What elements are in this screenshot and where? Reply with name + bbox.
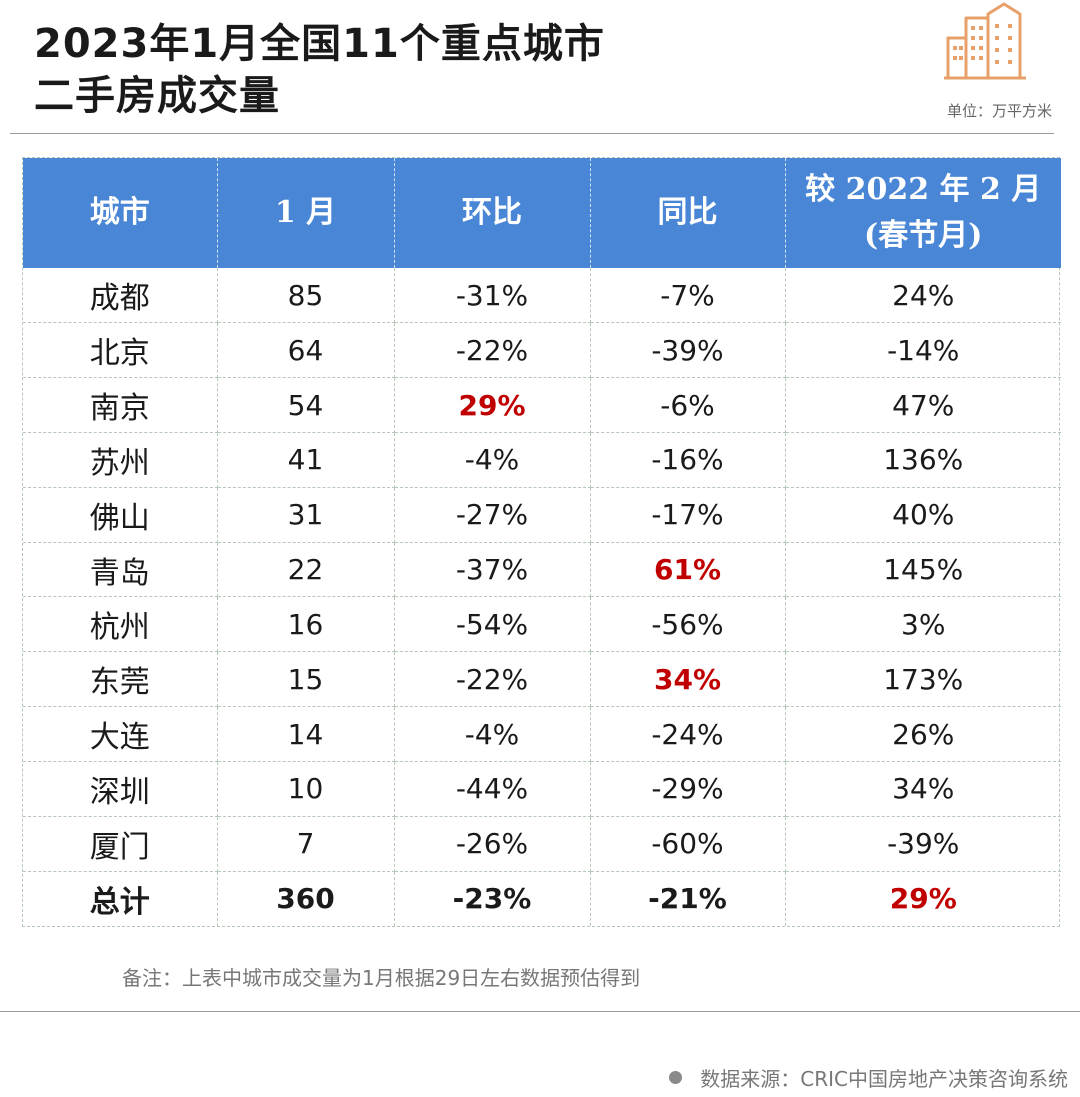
january-cell: 54	[217, 377, 395, 433]
unit-label: 单位：万平方米	[946, 102, 1052, 120]
mom-cell: -22%	[394, 322, 591, 379]
vs-feb-cell: -14%	[785, 322, 1061, 379]
vs-feb-cell: 3%	[785, 596, 1061, 653]
vs-feb-cell: 47%	[785, 377, 1061, 433]
january-cell: 7	[217, 816, 395, 872]
page-title: 2023年1月全国11个重点城市 二手房成交量	[34, 18, 605, 122]
vs-feb-cell: 173%	[785, 651, 1061, 708]
january-cell: 85	[217, 268, 395, 324]
vs-feb-cell: 29%	[889, 882, 957, 916]
city-cell: 大连	[23, 706, 218, 762]
total-row: 总计 360 -23% -21% 29%	[23, 871, 1061, 926]
title-line-1: 2023年1月全国11个重点城市	[34, 21, 605, 67]
header-mom: 环比	[394, 158, 591, 268]
buildings-icon	[944, 2, 1026, 80]
source-line: 数据来源：CRIC中国房地产决策咨询系统	[669, 1063, 1068, 1092]
table-row: 大连 14 -4% -24% 26%	[23, 706, 1061, 762]
january-cell: 16	[217, 596, 395, 653]
yoy-cell: -39%	[590, 322, 786, 379]
header-yoy: 同比	[590, 158, 786, 268]
table-row: 东莞 15 -22% 34% 173%	[23, 651, 1061, 708]
top-divider	[10, 133, 1054, 134]
source-text: 数据来源：CRIC中国房地产决策咨询系统	[700, 1067, 1068, 1091]
vs-feb-cell: 145%	[785, 542, 1061, 598]
mom-cell: -4%	[394, 706, 591, 762]
vs-feb-cell: 34%	[785, 761, 1061, 817]
city-cell: 北京	[23, 322, 218, 379]
city-cell: 青岛	[23, 542, 218, 598]
yoy-cell: -16%	[590, 432, 786, 488]
header-city: 城市	[23, 158, 218, 268]
mom-cell: -27%	[394, 487, 591, 543]
table-row: 青岛 22 -37% 61% 145%	[23, 542, 1061, 598]
table-row: 成都 85 -31% -7% 24%	[23, 268, 1061, 324]
bullet-dot-icon	[669, 1071, 683, 1084]
mom-cell: -22%	[394, 651, 591, 708]
vs-feb-cell: 24%	[785, 268, 1061, 324]
january-cell: 360	[217, 871, 395, 926]
yoy-cell: -60%	[590, 816, 786, 872]
table-row: 南京 54 29% -6% 47%	[23, 377, 1061, 433]
city-cell: 苏州	[23, 432, 218, 488]
yoy-cell: -29%	[590, 761, 786, 817]
vs-feb-cell: -39%	[785, 816, 1061, 872]
city-cell: 总计	[23, 871, 218, 926]
vs-feb-cell: 26%	[785, 706, 1061, 762]
mom-cell: 29%	[394, 377, 591, 433]
city-cell: 深圳	[23, 761, 218, 817]
header-vs-feb-2022: 较 2022 年 2 月 (春节月)	[785, 158, 1061, 268]
january-cell: 41	[217, 432, 395, 488]
mom-cell: -31%	[394, 268, 591, 324]
january-cell: 64	[217, 322, 395, 379]
city-cell: 杭州	[23, 596, 218, 653]
yoy-cell: -7%	[590, 268, 786, 324]
mom-cell: -37%	[394, 542, 591, 598]
mom-cell: -23%	[394, 871, 591, 926]
yoy-cell: -56%	[590, 596, 786, 653]
table-row: 深圳 10 -44% -29% 34%	[23, 761, 1061, 817]
table-row: 佛山 31 -27% -17% 40%	[23, 487, 1061, 543]
january-cell: 31	[217, 487, 395, 543]
table-row: 杭州 16 -54% -56% 3%	[23, 596, 1061, 653]
mom-cell: -4%	[394, 432, 591, 488]
table-row: 厦门 7 -26% -60% -39%	[23, 816, 1061, 872]
yoy-cell: 34%	[590, 651, 786, 708]
mom-cell: -44%	[394, 761, 591, 817]
table-header-row: 城市 1 月 环比 同比 较 2022 年 2 月 (春节月)	[23, 158, 1061, 268]
footnote: 备注：上表中城市成交量为1月根据29日左右数据预估得到	[122, 966, 641, 990]
header-january: 1 月	[217, 158, 395, 268]
vs-feb-cell: 136%	[785, 432, 1061, 488]
january-cell: 22	[217, 542, 395, 598]
mom-cell: -26%	[394, 816, 591, 872]
january-cell: 14	[217, 706, 395, 762]
january-cell: 15	[217, 651, 395, 708]
table-row: 北京 64 -22% -39% -14%	[23, 322, 1061, 379]
yoy-cell: 61%	[590, 542, 786, 598]
yoy-cell: -6%	[590, 377, 786, 433]
city-cell: 成都	[23, 268, 218, 324]
vs-feb-cell: 40%	[785, 487, 1061, 543]
mom-cell: -54%	[394, 596, 591, 653]
yoy-cell: -17%	[590, 487, 786, 543]
table-row: 苏州 41 -4% -16% 136%	[23, 432, 1061, 488]
title-line-2: 二手房成交量	[34, 73, 280, 119]
yoy-cell: -21%	[590, 871, 786, 926]
yoy-cell: -24%	[590, 706, 786, 762]
january-cell: 10	[217, 761, 395, 817]
city-cell: 南京	[23, 377, 218, 433]
bottom-divider	[0, 1011, 1080, 1012]
data-table: 城市 1 月 环比 同比 较 2022 年 2 月 (春节月) 成都 85 -31%…	[22, 157, 1061, 927]
city-cell: 厦门	[23, 816, 218, 872]
city-cell: 东莞	[23, 651, 218, 708]
city-cell: 佛山	[23, 487, 218, 543]
